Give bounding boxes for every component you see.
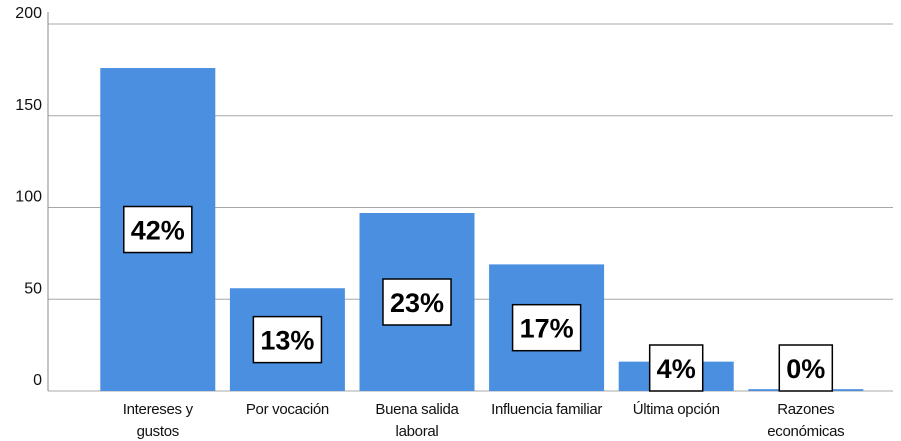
- data-label: 42%: [131, 216, 185, 246]
- data-label-box: [648, 344, 704, 392]
- y-tick-label: 150: [15, 97, 42, 114]
- data-label-box: [382, 278, 452, 326]
- data-label: 17%: [520, 314, 574, 344]
- data-label: 13%: [260, 326, 314, 356]
- data-label-box: [252, 315, 323, 364]
- data-label: 0%: [786, 354, 825, 384]
- data-label-box: [123, 205, 193, 254]
- x-tick-label: Razones económicas: [767, 401, 845, 440]
- x-tick-label: Buena salida laboral: [375, 401, 459, 440]
- data-label: 23%: [390, 288, 444, 318]
- x-tick-label: Última opción: [632, 401, 720, 418]
- y-tick-label: 100: [15, 189, 42, 206]
- x-tick-label: Influencia familiar: [491, 401, 603, 418]
- data-label: 4%: [657, 354, 696, 384]
- y-tick-label: 50: [24, 280, 42, 297]
- x-tick-label: Intereses y gustos: [122, 401, 193, 440]
- y-tick-label: 200: [15, 5, 42, 22]
- y-tick-label: 0: [33, 372, 42, 389]
- data-label-box: [511, 303, 582, 352]
- x-tick-label: Por vocación: [245, 401, 329, 418]
- data-label-box: [778, 344, 834, 392]
